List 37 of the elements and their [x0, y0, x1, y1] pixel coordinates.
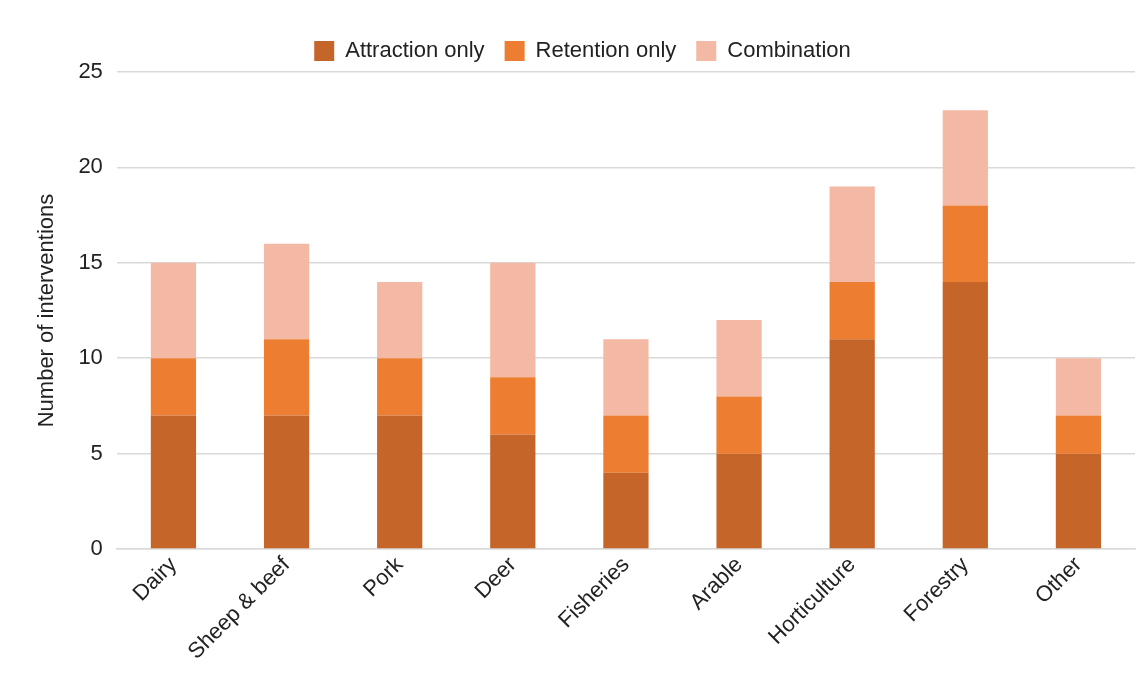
bar: [377, 358, 423, 416]
bar: [603, 472, 649, 549]
bar: [263, 339, 310, 416]
bar: [829, 186, 875, 282]
y-tick-label: 25: [78, 58, 103, 84]
bar: [490, 434, 536, 549]
y-tick-label: 15: [78, 248, 103, 274]
legend-label: Retention only: [535, 37, 677, 63]
y-tick-label: 10: [78, 344, 103, 370]
legend-label: Attraction only: [345, 37, 485, 63]
bar: [377, 281, 423, 359]
bar: [942, 110, 988, 206]
bar: [1055, 358, 1102, 416]
bar: [150, 415, 197, 549]
y-tick-label: 0: [90, 535, 103, 561]
bar: [829, 339, 875, 549]
bar: [942, 205, 988, 282]
bar: [263, 243, 310, 340]
y-tick-label: 5: [90, 439, 103, 465]
bar: [942, 281, 988, 549]
y-axis-title: Number of interventions: [33, 193, 59, 428]
y-tick-label: 20: [78, 153, 103, 179]
bar: [150, 358, 197, 416]
legend-label: Combination: [727, 37, 851, 63]
bar: [716, 453, 762, 549]
bar: [1055, 453, 1102, 549]
bar: [1055, 415, 1102, 454]
bar: [716, 396, 762, 454]
bar: [829, 281, 875, 340]
bar: [603, 339, 649, 416]
bar: [150, 262, 197, 359]
bar: [490, 377, 536, 435]
bar: [490, 262, 536, 378]
bar: [603, 415, 649, 473]
bar: [263, 415, 310, 549]
bar: [716, 320, 762, 397]
bar: [377, 415, 423, 549]
